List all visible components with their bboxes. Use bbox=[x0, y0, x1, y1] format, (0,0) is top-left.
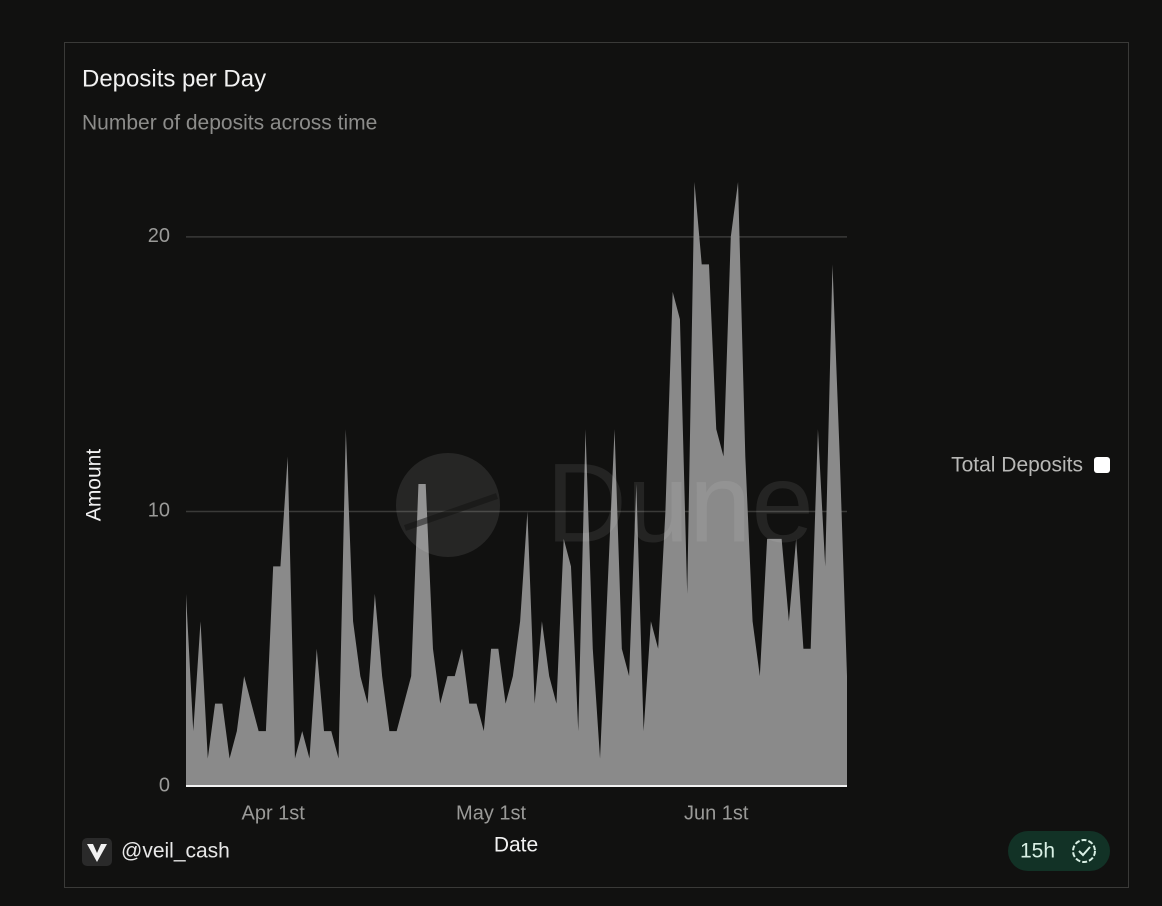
author-avatar-icon bbox=[87, 844, 107, 862]
y-tick-label: 0 bbox=[159, 774, 170, 796]
chart-subtitle: Number of deposits across time bbox=[82, 112, 377, 135]
y-tick-label: 20 bbox=[148, 225, 170, 247]
x-tick-label: Jun 1st bbox=[684, 802, 749, 824]
x-tick-label: May 1st bbox=[456, 802, 526, 824]
area bbox=[186, 182, 847, 786]
x-axis-label: Date bbox=[494, 834, 538, 857]
x-tick-label: Apr 1st bbox=[241, 802, 305, 824]
watermark: Dune bbox=[396, 441, 814, 566]
author-name[interactable]: @veil_cash bbox=[121, 840, 230, 863]
refresh-badge-text: 15h bbox=[1020, 840, 1055, 863]
legend-swatch bbox=[1094, 457, 1110, 473]
y-tick-label: 10 bbox=[148, 500, 170, 522]
y-axis-label: Amount bbox=[83, 449, 106, 522]
verified-check bbox=[1078, 846, 1091, 857]
watermark-logo-stroke bbox=[404, 493, 498, 531]
watermark-logo bbox=[396, 453, 500, 557]
verified-icon bbox=[1072, 839, 1096, 863]
chart-title: Deposits per Day bbox=[82, 65, 266, 92]
watermark-text: Dune bbox=[546, 441, 814, 566]
legend-label: Total Deposits bbox=[951, 454, 1083, 477]
